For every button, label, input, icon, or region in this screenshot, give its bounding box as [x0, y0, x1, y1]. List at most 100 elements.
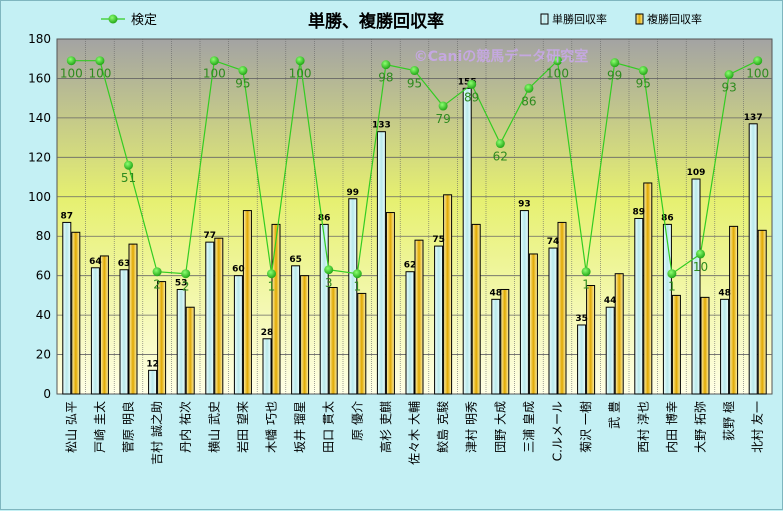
tansho-bar [662, 223, 672, 395]
tansho-bar [634, 217, 644, 395]
fukusho-bar [586, 285, 596, 395]
tansho-bar [720, 298, 730, 395]
category-label: 岩田 望来 [235, 401, 250, 453]
category-label: 木幡 巧也 [264, 401, 279, 453]
tansho-bar [405, 271, 415, 395]
category-label: 菊沢 一樹 [579, 401, 593, 453]
tansho-value-label: 93 [518, 200, 531, 210]
category-label: 高杉 吏麒 [378, 401, 393, 453]
fukusho-bar [643, 182, 653, 395]
tansho-bar [748, 123, 758, 395]
tansho-bar [491, 298, 501, 395]
kentei-value-label: 2 [182, 280, 190, 294]
tansho-value-label: 137 [744, 113, 763, 123]
kentei-marker [295, 56, 305, 66]
tansho-bar [319, 223, 329, 395]
tansho-value-label: 75 [432, 235, 445, 245]
kentei-marker [124, 160, 133, 170]
legend-kentei-marker [108, 14, 118, 24]
fukusho-bar [357, 292, 367, 395]
kentei-value-label: 100 [203, 67, 226, 81]
fukusho-bar [385, 212, 395, 395]
tansho-value-label: 48 [490, 288, 503, 298]
category-label: 大野 拓弥 [693, 401, 708, 453]
y-tick-label: 100 [28, 190, 51, 204]
tansho-bar [262, 338, 272, 395]
tansho-value-label: 89 [633, 207, 646, 217]
category-label: 田口 貫太 [321, 401, 336, 453]
kentei-value-label: 95 [235, 77, 250, 91]
fukusho-bar [757, 229, 767, 395]
category-label: 鮫島 克駿 [435, 401, 450, 453]
kentei-marker [238, 66, 248, 76]
y-tick-label: 140 [28, 111, 51, 125]
kentei-marker [181, 269, 191, 279]
tansho-bar [291, 265, 301, 395]
tansho-value-label: 48 [718, 288, 731, 298]
kentei-marker [495, 139, 505, 149]
tansho-value-label: 65 [289, 255, 302, 265]
kentei-value-label: 2 [153, 278, 161, 292]
tansho-bar [176, 288, 186, 395]
kentei-marker [381, 60, 391, 70]
legend-tansho-label: 単勝回収率 [552, 12, 607, 26]
kentei-value-label: 1 [668, 280, 676, 294]
y-tick-label: 160 [28, 71, 51, 85]
tansho-bar [205, 241, 215, 395]
category-label: 北村 友一 [751, 401, 765, 453]
fukusho-bar [214, 237, 224, 395]
category-label: 内田 博幸 [664, 401, 679, 453]
fukusho-bar [471, 223, 481, 395]
kentei-marker [324, 265, 334, 275]
tansho-bar [90, 267, 100, 395]
category-label: 津村 明秀 [465, 401, 479, 453]
category-label: 佐々木 大輔 [408, 401, 422, 465]
kentei-marker [667, 269, 677, 279]
fukusho-bar [671, 294, 681, 395]
kentei-marker [95, 56, 105, 66]
kentei-marker [467, 79, 477, 89]
kentei-value-label: 62 [493, 150, 508, 164]
category-label: 団野 大成 [493, 401, 507, 453]
category-label: 西村 淳也 [635, 401, 650, 453]
kentei-marker [410, 66, 419, 76]
tansho-value-label: 12 [146, 359, 159, 369]
kentei-value-label: 95 [636, 77, 651, 91]
category-label: 荻野 極 [721, 401, 736, 441]
fukusho-bar [71, 231, 81, 395]
tansho-value-label: 86 [318, 213, 331, 223]
y-tick-label: 60 [36, 269, 51, 283]
tansho-bar [462, 87, 472, 395]
category-label: 吉村 誠之助 [150, 401, 164, 465]
kentei-value-label: 89 [464, 90, 479, 104]
fukusho-bar [185, 306, 195, 395]
tansho-value-label: 86 [661, 213, 674, 223]
tansho-bar [577, 324, 587, 395]
tansho-bar [119, 269, 129, 395]
kentei-marker [209, 56, 219, 66]
kentei-marker [438, 101, 448, 111]
tansho-value-label: 60 [232, 265, 245, 275]
kentei-marker [152, 267, 162, 277]
fukusho-bar [157, 281, 167, 395]
category-label: 菅原 明良 [121, 401, 136, 453]
category-label: 丹内 祐次 [179, 401, 193, 453]
tansho-value-label: 53 [175, 278, 188, 288]
fukusho-bar [414, 239, 424, 395]
watermark-text: ©Caniの競馬データ研究室 [414, 48, 589, 65]
tansho-value-label: 87 [61, 211, 74, 221]
kentei-value-label: 86 [521, 94, 536, 108]
category-label: 原 優介 [350, 401, 364, 441]
category-label: 三浦 皇成 [522, 401, 536, 453]
kentei-value-label: 100 [60, 67, 83, 81]
kentei-value-label: 1 [268, 280, 276, 294]
tansho-value-label: 44 [604, 296, 617, 306]
tansho-value-label: 74 [547, 237, 560, 247]
tansho-value-label: 109 [687, 168, 706, 178]
kentei-marker [610, 58, 620, 68]
fukusho-bar [128, 243, 138, 395]
kentei-value-label: 99 [607, 69, 622, 83]
fukusho-bar [242, 210, 252, 395]
tansho-bar [548, 247, 558, 395]
